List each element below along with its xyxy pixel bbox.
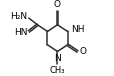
Text: HN: HN: [14, 28, 27, 37]
Text: H₂N: H₂N: [10, 12, 27, 21]
Text: O: O: [54, 0, 60, 9]
Text: NH: NH: [70, 25, 84, 34]
Text: N: N: [54, 54, 60, 63]
Text: CH₃: CH₃: [49, 66, 65, 75]
Text: O: O: [79, 47, 86, 56]
